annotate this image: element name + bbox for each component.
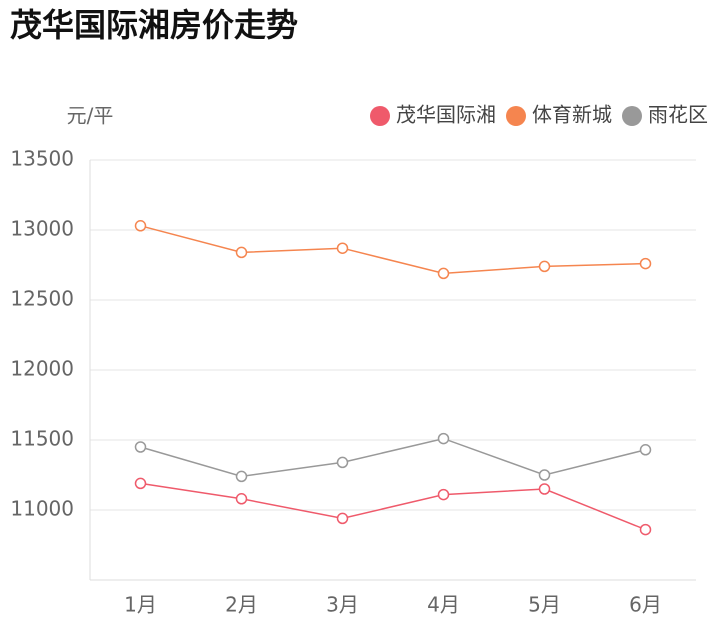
point (538, 260, 551, 273)
point (437, 488, 450, 501)
legend-label: 体育新城 (532, 103, 612, 127)
legend-label: 雨花区 (648, 103, 708, 127)
x-tick-label: 6月 (629, 593, 662, 617)
y-axis-label: 元/平 (67, 104, 114, 128)
point (235, 493, 248, 505)
point (538, 483, 551, 495)
chart-title: 茂华国际湘房价走势 (10, 6, 298, 44)
legend-swatch (370, 106, 390, 126)
x-tick-label: 4月 (427, 593, 460, 617)
point (639, 257, 652, 270)
x-tick-label: 2月 (225, 593, 258, 617)
point (336, 242, 349, 254)
point (235, 470, 248, 483)
point (235, 246, 248, 259)
x-tick-label: 3月 (326, 593, 359, 617)
point (336, 512, 349, 525)
y-tick-label: 12000 (10, 357, 74, 381)
point (134, 441, 147, 453)
legend-swatch (506, 106, 526, 126)
legend-label: 茂华国际湘 (396, 103, 496, 127)
point (639, 523, 652, 536)
point (134, 477, 147, 490)
y-tick-label: 12500 (10, 287, 74, 311)
y-tick-label: 13500 (10, 147, 74, 171)
point (437, 267, 450, 280)
point (538, 469, 551, 481)
y-tick-label: 11500 (10, 427, 74, 451)
series-line (140, 482, 646, 531)
y-tick-label: 13000 (10, 217, 74, 241)
series-line (140, 437, 646, 478)
x-tick-label: 1月 (124, 593, 157, 617)
legend-swatch (622, 106, 642, 126)
x-tick-label: 5月 (528, 593, 561, 617)
point (437, 432, 450, 445)
point (336, 456, 349, 469)
y-tick-label: 11000 (10, 497, 74, 521)
series-line (140, 225, 646, 275)
point (639, 444, 652, 456)
point (134, 220, 147, 232)
